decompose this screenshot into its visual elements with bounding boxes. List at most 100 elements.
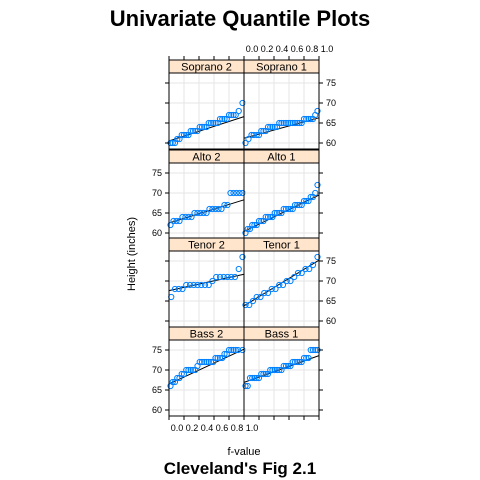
x-tick-label-top: 1.0 bbox=[321, 44, 334, 54]
data-point bbox=[205, 119, 212, 127]
data-point bbox=[282, 205, 290, 213]
data-point bbox=[300, 354, 308, 362]
data-point bbox=[300, 197, 308, 205]
data-point bbox=[196, 123, 203, 131]
chart-subtitle: Cleveland's Fig 2.1 bbox=[164, 459, 316, 478]
data-point bbox=[294, 269, 302, 277]
data-point bbox=[224, 273, 231, 281]
data-point bbox=[309, 261, 317, 269]
x-tick-label: 0.0 bbox=[171, 423, 184, 433]
chart-title: Univariate Quantile Plots bbox=[110, 6, 370, 31]
data-point bbox=[289, 358, 296, 366]
data-point bbox=[221, 350, 228, 358]
data-point bbox=[314, 181, 321, 189]
data-point bbox=[230, 346, 237, 354]
panel-frame bbox=[168, 162, 245, 240]
strip-label: Alto 2 bbox=[192, 152, 220, 164]
panel-tenor-1: Tenor 1 bbox=[242, 237, 321, 328]
y-axis-label: Height (inches) bbox=[126, 217, 138, 291]
data-point bbox=[190, 281, 197, 289]
data-point bbox=[294, 201, 301, 209]
panel-bass-2: Bass 2 bbox=[167, 326, 246, 417]
panel-frame bbox=[243, 72, 320, 150]
data-point bbox=[175, 285, 182, 293]
data-point bbox=[169, 139, 176, 147]
data-point bbox=[296, 119, 303, 127]
data-point bbox=[269, 123, 276, 131]
data-point bbox=[271, 366, 278, 374]
data-point bbox=[307, 193, 314, 201]
data-point bbox=[280, 205, 287, 213]
data-point bbox=[235, 265, 242, 273]
strip-label: Bass 2 bbox=[190, 329, 224, 341]
data-point bbox=[305, 354, 312, 362]
data-point bbox=[307, 346, 314, 354]
data-point bbox=[169, 378, 176, 386]
x-tick-label: 0.8 bbox=[231, 423, 244, 433]
data-point bbox=[189, 366, 197, 374]
data-point bbox=[249, 221, 256, 229]
data-point bbox=[280, 362, 287, 370]
data-point bbox=[179, 285, 186, 293]
data-point bbox=[207, 119, 215, 127]
y-tick-label: 65 bbox=[152, 385, 162, 395]
strip-label: Tenor 2 bbox=[188, 240, 225, 252]
data-point bbox=[212, 354, 219, 362]
data-point bbox=[201, 281, 209, 289]
data-point bbox=[262, 370, 269, 378]
data-point bbox=[201, 358, 208, 366]
data-point bbox=[187, 366, 194, 374]
data-point bbox=[285, 119, 292, 127]
data-point bbox=[212, 119, 219, 127]
panel-tenor-2: Tenor 2 bbox=[168, 237, 246, 328]
data-point bbox=[173, 217, 180, 225]
data-point bbox=[261, 289, 268, 297]
data-point bbox=[285, 205, 292, 213]
data-point bbox=[244, 382, 251, 390]
data-point bbox=[298, 269, 305, 277]
data-point bbox=[291, 358, 299, 366]
reference-line bbox=[168, 199, 245, 224]
data-point bbox=[228, 346, 235, 354]
data-point bbox=[230, 189, 237, 197]
strip-label: Tenor 1 bbox=[263, 240, 300, 252]
data-point bbox=[279, 281, 287, 289]
data-point bbox=[230, 111, 237, 119]
data-point bbox=[242, 301, 249, 309]
panel-frame bbox=[243, 250, 320, 328]
y-tick-label: 70 bbox=[326, 276, 336, 286]
data-point bbox=[303, 354, 310, 362]
data-point bbox=[291, 201, 299, 209]
data-point bbox=[201, 123, 208, 131]
data-point bbox=[260, 127, 267, 135]
data-point bbox=[287, 205, 294, 213]
x-tick-label-top: 0.4 bbox=[276, 44, 289, 54]
data-point bbox=[253, 293, 260, 301]
data-point bbox=[278, 119, 285, 127]
data-point bbox=[253, 374, 260, 382]
data-point bbox=[207, 358, 215, 366]
data-point bbox=[198, 281, 205, 289]
data-point bbox=[215, 205, 222, 213]
y-tick-label: 75 bbox=[152, 345, 162, 355]
data-point bbox=[307, 115, 314, 123]
data-point bbox=[188, 213, 195, 221]
data-point bbox=[249, 297, 257, 305]
data-point bbox=[294, 358, 301, 366]
data-point bbox=[264, 289, 272, 297]
data-point bbox=[221, 201, 228, 209]
x-tick-label: 1.0 bbox=[246, 423, 259, 433]
data-point bbox=[216, 273, 224, 281]
data-point bbox=[296, 201, 303, 209]
data-point bbox=[179, 213, 186, 221]
data-point bbox=[291, 119, 299, 127]
y-tick-label: 75 bbox=[326, 78, 336, 88]
data-point bbox=[273, 366, 281, 374]
y-tick-label: 60 bbox=[326, 316, 336, 326]
data-point bbox=[244, 225, 251, 233]
data-point bbox=[231, 273, 239, 281]
data-point bbox=[183, 281, 190, 289]
data-point bbox=[314, 253, 321, 261]
strip-label: Alto 1 bbox=[267, 152, 295, 164]
